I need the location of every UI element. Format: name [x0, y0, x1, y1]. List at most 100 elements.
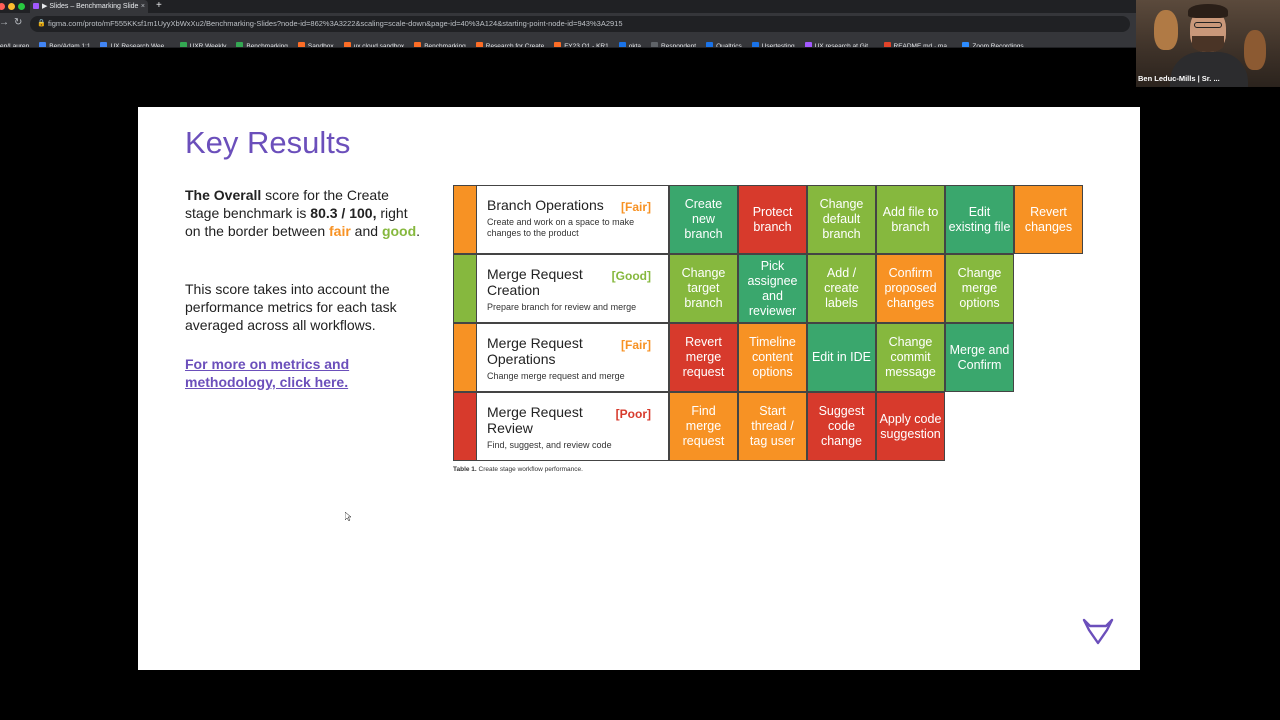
- browser-tab-bar: ▶ Slides – Benchmarking Slide × +: [0, 0, 1280, 13]
- bookmark-label: README.md · ma...: [893, 43, 953, 48]
- workflow-description: Prepare branch for review and merge: [487, 302, 637, 312]
- browser-tab[interactable]: ▶ Slides – Benchmarking Slide ×: [30, 0, 148, 13]
- task-cell: Change commit message: [876, 323, 945, 392]
- close-window-icon[interactable]: [0, 3, 5, 10]
- bookmark-label: UX Research Wee...: [110, 43, 170, 48]
- workflow-description: Change merge request and merge: [487, 371, 625, 381]
- bookmark-icon: [804, 42, 812, 47]
- guitar-icon: [1154, 10, 1178, 50]
- rating-color-strip: [453, 392, 477, 461]
- bookmark-item[interactable]: README.md · ma...: [883, 40, 953, 48]
- bookmark-icon: [39, 42, 47, 47]
- participant-name: Ben Leduc-Mills | Sr. ...: [1138, 74, 1220, 83]
- table-caption: Table 1. Create stage workflow performan…: [453, 466, 583, 473]
- bookmark-icon: [236, 42, 244, 47]
- task-cell: Edit existing file: [945, 185, 1014, 254]
- bookmark-icon: [475, 42, 483, 47]
- bookmark-item[interactable]: Sandbox: [297, 40, 334, 47]
- bookmark-label: Usertesting: [761, 43, 795, 48]
- glasses-icon: [1194, 22, 1222, 28]
- bookmark-item[interactable]: ux cloud sandbox: [343, 40, 405, 48]
- task-cell: Change target branch: [669, 254, 738, 323]
- bookmark-item[interactable]: Zoom Recordings: [962, 40, 1024, 48]
- bookmark-item[interactable]: Benchmarking: [414, 40, 466, 48]
- close-tab-icon[interactable]: ×: [140, 3, 145, 10]
- task-cell: Revert merge request: [669, 323, 738, 392]
- lock-icon: 🔒: [37, 20, 46, 27]
- bookmark-label: Research for Create: [485, 43, 545, 48]
- forward-icon[interactable]: →: [0, 17, 9, 28]
- task-cell: Protect branch: [738, 185, 807, 254]
- bookmark-icon: [414, 42, 422, 47]
- mouse-cursor-icon: [345, 512, 351, 521]
- bookmark-item[interactable]: okta: [618, 40, 642, 48]
- bookmark-item[interactable]: UXR Weekly: [179, 40, 227, 48]
- bookmark-item[interactable]: FY23 Q1 - KR1: [554, 40, 609, 47]
- webcam-video: Ben Leduc-Mills | Sr. ...: [1136, 0, 1280, 87]
- bookmark-item[interactable]: Respondent: [651, 40, 696, 47]
- bookmark-icon: [751, 42, 759, 47]
- bookmark-label: okta: [628, 43, 642, 48]
- shirt: [1170, 52, 1248, 87]
- rating-color-strip: [453, 185, 477, 254]
- text-span: and: [350, 223, 382, 239]
- caption-label: Table 1.: [453, 466, 477, 473]
- bookmark-label: UXR Weekly: [189, 43, 227, 48]
- workflow-name-cell: Merge Request Review [Poor] Find, suggest,…: [477, 392, 669, 461]
- workflow-name-cell: Branch Operations [Fair] Create and work o…: [477, 185, 669, 254]
- bookmark-item[interactable]: Qualtrics: [706, 40, 742, 47]
- bookmark-label: en/Lauren: [0, 43, 30, 48]
- overall-label: The Overall: [185, 187, 262, 203]
- bookmark-item[interactable]: UX Research Wee...: [100, 40, 170, 48]
- rating-color-strip: [453, 323, 477, 392]
- workflow-rating: [Good]: [611, 269, 651, 283]
- bookmark-item[interactable]: Research for Create: [475, 40, 545, 48]
- task-cell: Find merge request: [669, 392, 738, 461]
- bookmark-icon: [706, 42, 714, 47]
- methodology-link[interactable]: For more on metrics and methodology, cli…: [185, 356, 350, 390]
- fair-word: fair: [329, 223, 351, 239]
- address-toolbar: → ↻ 🔒 figma.com/proto/mF555KKsf1m1UyyXbW…: [0, 13, 1280, 35]
- overall-score: 80.3 / 100,: [310, 205, 377, 221]
- slide: Key Results The Overall score for the Cr…: [138, 107, 1140, 670]
- bookmark-icon: [343, 42, 351, 47]
- bookmark-item[interactable]: Ben/Adam 1:1: [39, 40, 91, 48]
- workflow-rating: [Poor]: [615, 407, 651, 421]
- bookmark-label: Benchmarking: [246, 43, 288, 48]
- bookmark-item[interactable]: UX research at Git...: [804, 40, 874, 48]
- task-cell: Add file to branch: [876, 185, 945, 254]
- bookmark-label: UX research at Git...: [814, 43, 874, 48]
- bookmark-icon: [618, 42, 626, 47]
- gitlab-logo-icon: [1082, 618, 1114, 645]
- workflow-name: Branch Operations: [487, 197, 604, 213]
- task-cell: Create new branch: [669, 185, 738, 254]
- bookmark-label: Ben/Adam 1:1: [49, 43, 91, 48]
- bookmark-label: ux cloud sandbox: [353, 43, 405, 48]
- task-cell: Change merge options: [945, 254, 1014, 323]
- bookmark-item[interactable]: Usertesting: [751, 40, 795, 48]
- reload-icon[interactable]: ↻: [14, 17, 23, 28]
- bookmark-icon: [962, 42, 970, 47]
- address-bar[interactable]: 🔒 figma.com/proto/mF555KKsf1m1UyyXbWxXu2…: [30, 16, 1130, 32]
- score-explanation: This score takes into account the perfor…: [185, 281, 397, 333]
- task-cell: Start thread / tag user: [738, 392, 807, 461]
- caption-text: Create stage workflow performance.: [476, 466, 583, 473]
- bookmark-label: Zoom Recordings: [972, 43, 1024, 48]
- workflow-name: Merge Request Review: [487, 404, 583, 436]
- task-cell: Edit in IDE: [807, 323, 876, 392]
- new-tab-icon[interactable]: +: [156, 0, 162, 11]
- bookmark-label: Benchmarking: [424, 43, 466, 48]
- bookmark-icon: [651, 42, 659, 47]
- workflow-rating: [Fair]: [621, 200, 651, 214]
- bookmark-icon: [554, 42, 562, 47]
- bookmark-icon: [297, 42, 305, 47]
- workflow-name-cell: Merge Request Creation [Good] Prepare bran…: [477, 254, 669, 323]
- overall-score-text: The Overall score for the Create stage b…: [185, 186, 425, 240]
- minimize-window-icon[interactable]: [8, 3, 15, 10]
- bookmark-item[interactable]: Benchmarking: [236, 40, 288, 48]
- bookmark-item[interactable]: en/Lauren: [0, 40, 30, 48]
- maximize-window-icon[interactable]: [18, 3, 25, 10]
- bookmark-icon: [100, 42, 108, 47]
- bookmark-icon: [179, 42, 187, 47]
